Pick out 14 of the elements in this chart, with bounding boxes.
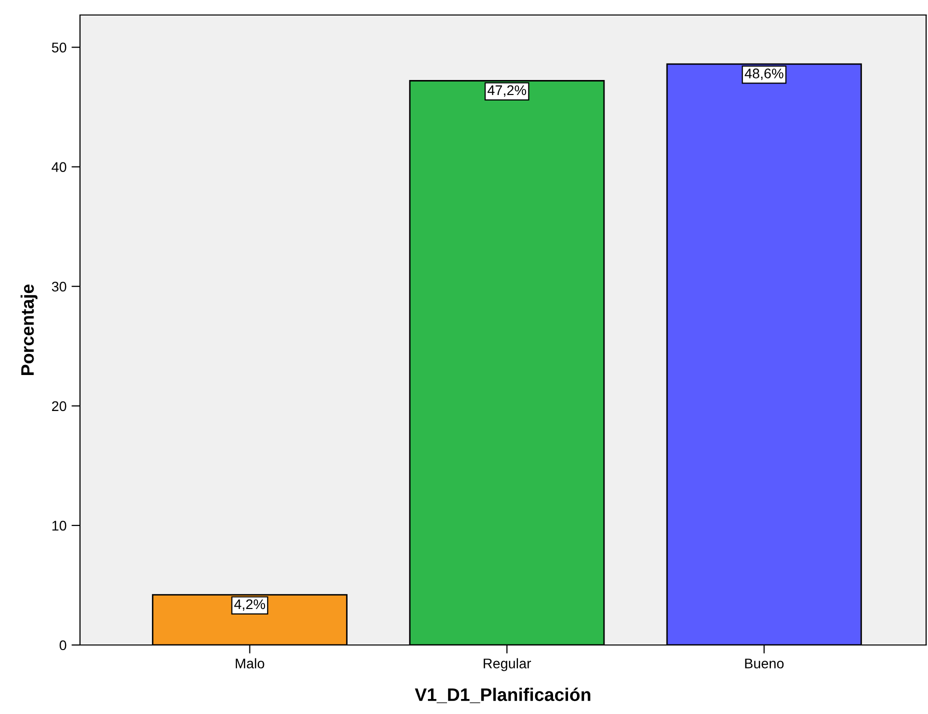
data-label: 4,2% bbox=[234, 599, 266, 611]
data-label: 47,2% bbox=[488, 85, 526, 97]
y-tick-label: 50 bbox=[52, 42, 66, 52]
data-label: 48,6% bbox=[744, 68, 784, 80]
y-tick-label: 20 bbox=[52, 401, 66, 412]
y-tick-label: 30 bbox=[52, 282, 66, 292]
y-tick-label: 10 bbox=[52, 520, 66, 531]
y-tick-label: 0 bbox=[60, 640, 66, 650]
y-tick-label: 40 bbox=[52, 162, 66, 172]
x-tick-label: Malo bbox=[236, 658, 264, 668]
x-axis-title: V1_D1_Planificación bbox=[414, 688, 590, 704]
x-tick-label: Bueno bbox=[745, 658, 784, 668]
y-axis-title: Porcentaje bbox=[20, 284, 38, 375]
x-tick-label: Regular bbox=[484, 658, 532, 672]
